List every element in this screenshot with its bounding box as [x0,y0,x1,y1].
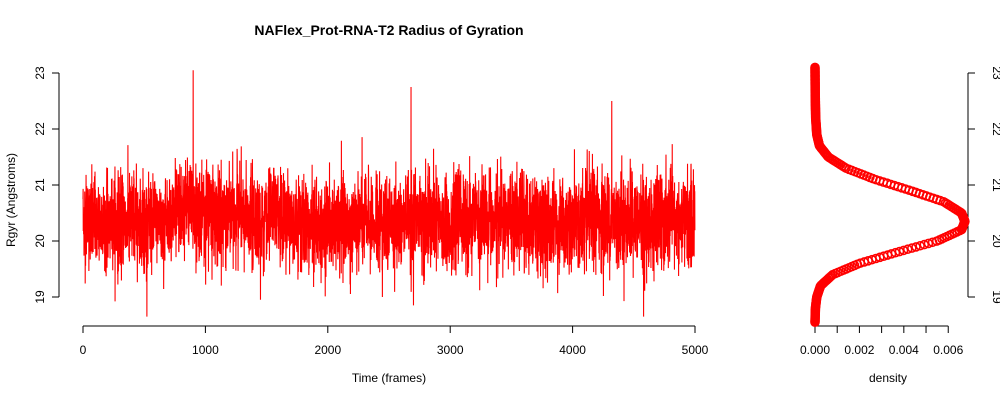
y-tick-label: 22 [33,122,47,136]
density-point [919,239,930,250]
x-tick-label: 3000 [437,343,464,357]
density-point [894,246,905,257]
density-point [902,244,913,255]
density-point [907,243,917,253]
density-point [923,238,934,249]
x-axis-label: Time (frames) [352,371,426,385]
x-tick-label: 0 [80,343,87,357]
x-tick-label: 2000 [314,343,341,357]
density-point [898,245,909,256]
density-x-tick-label: 0.000 [800,343,830,357]
density-x-tick-label: 0.002 [844,343,874,357]
density-y-tick-label: 23 [990,66,1000,80]
density-point [915,240,925,251]
y-tick-label: 23 [33,66,47,80]
density-x-axis: 0.000 0.002 0.004 0.006 [800,325,964,357]
rgyr-line [82,70,696,317]
density-y-axis-right: 19 20 21 22 23 [967,66,1000,304]
chart-title: NAFlex_Prot-RNA-T2 Radius of Gyration [254,22,523,38]
y-tick-label: 20 [33,234,47,248]
y-axis: 19 20 21 22 23 [33,66,60,304]
y-tick-label: 21 [33,178,47,192]
density-point [810,62,820,73]
density-x-tick-label: 0.004 [889,343,919,357]
density-axis-label: density [869,371,907,385]
rgyr-series [82,70,696,317]
x-axis: 0 1000 2000 3000 4000 5000 [80,325,709,357]
density-y-tick-label: 21 [990,178,1000,192]
x-tick-label: 5000 [682,343,709,357]
y-axis-label: Rgyr (Angstroms) [4,153,18,247]
density-x-tick-label: 0.006 [933,343,963,357]
density-point [911,242,921,252]
x-tick-label: 1000 [192,343,219,357]
y-tick-label: 19 [33,290,47,304]
density-y-tick-label: 19 [990,290,1000,304]
x-tick-label: 4000 [559,343,586,357]
density-y-tick-label: 22 [990,122,1000,136]
density-y-tick-label: 20 [990,234,1000,248]
density-series [810,62,970,328]
